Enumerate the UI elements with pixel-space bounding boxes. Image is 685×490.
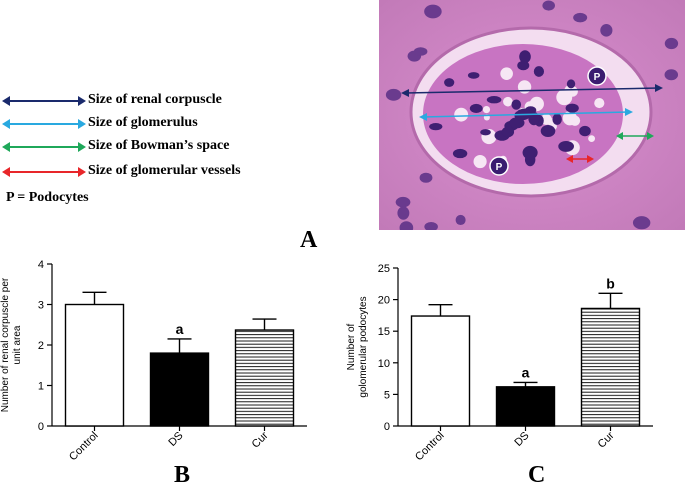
y-tick-label: 15 [378, 326, 390, 338]
x-tick-label: Cur [250, 429, 271, 450]
panel-label-a: A [300, 227, 318, 253]
legend-label: Size of Bowman’s space [88, 138, 230, 153]
y-tick-label: 1 [38, 381, 44, 393]
bar-ds [149, 352, 210, 427]
y-tick-label: 20 [378, 295, 390, 307]
significance-label: a [522, 364, 530, 380]
bar-control [64, 303, 125, 427]
podocyte-note: P = Podocytes [6, 190, 89, 205]
legend-label: Size of renal corpuscle [88, 92, 222, 107]
bowmans-space-arrow [616, 132, 654, 140]
y-tick-label: 25 [378, 263, 390, 275]
y-tick-label: 0 [38, 421, 44, 433]
y-axis-label: Number of renal corpuscle perunit area [0, 277, 23, 412]
bar-cur [234, 329, 295, 427]
x-tick-label: Control [413, 430, 447, 464]
double-arrow-icon [2, 142, 86, 152]
legend: Size of renal corpuscle Size of glomerul… [0, 88, 300, 218]
y-tick-label: 2 [38, 340, 44, 352]
bar-ds [495, 386, 556, 427]
double-arrow-icon [2, 96, 86, 106]
y-tick-label: 0 [384, 421, 390, 433]
corpuscle-arrow [401, 84, 663, 97]
x-tick-label: DS [512, 430, 531, 449]
legend-item-glomerulus: Size of glomerulus [0, 115, 300, 135]
podocyte-label: P [496, 162, 503, 173]
legend-label: Size of glomerular vessels [88, 163, 241, 178]
x-tick-label: DS [166, 430, 185, 449]
x-tick-label: Cur [596, 429, 617, 450]
podocyte-label: P [594, 72, 601, 83]
y-tick-label: 3 [38, 300, 44, 312]
significance-label: a [176, 321, 184, 337]
bar-control [410, 315, 471, 427]
kidney-micrograph: P P [379, 0, 685, 230]
x-tick-label: Control [67, 430, 101, 464]
y-tick-label: 10 [378, 358, 390, 370]
panel-label-b: B [174, 462, 191, 488]
significance-label: b [606, 275, 615, 291]
legend-item-bowmans-space: Size of Bowman’s space [0, 138, 300, 158]
y-tick-label: 4 [38, 259, 44, 271]
chart-podocytes: 0 5 10 15 20 25 Number ofgolomerular podocytes… [346, 263, 653, 464]
legend-item-renal-corpuscle: Size of renal corpuscle [0, 92, 300, 112]
y-tick-label: 5 [384, 389, 390, 401]
legend-item-glomerular-vessels: Size of glomerular vessels [0, 163, 300, 183]
bar-cur [580, 307, 641, 427]
legend-label: Size of glomerulus [88, 115, 198, 130]
double-arrow-icon [2, 119, 86, 129]
chart-renal-corpuscle: 0 1 2 3 4 Number of renal corpuscle perunit a… [0, 259, 307, 464]
glomerulus-arrow [419, 108, 633, 121]
y-axis-label: Number ofgolomerular podocytes [346, 296, 369, 397]
glomerular-vessel-arrow [566, 155, 594, 163]
panel-label-c: C [528, 462, 546, 488]
double-arrow-icon [2, 167, 86, 177]
